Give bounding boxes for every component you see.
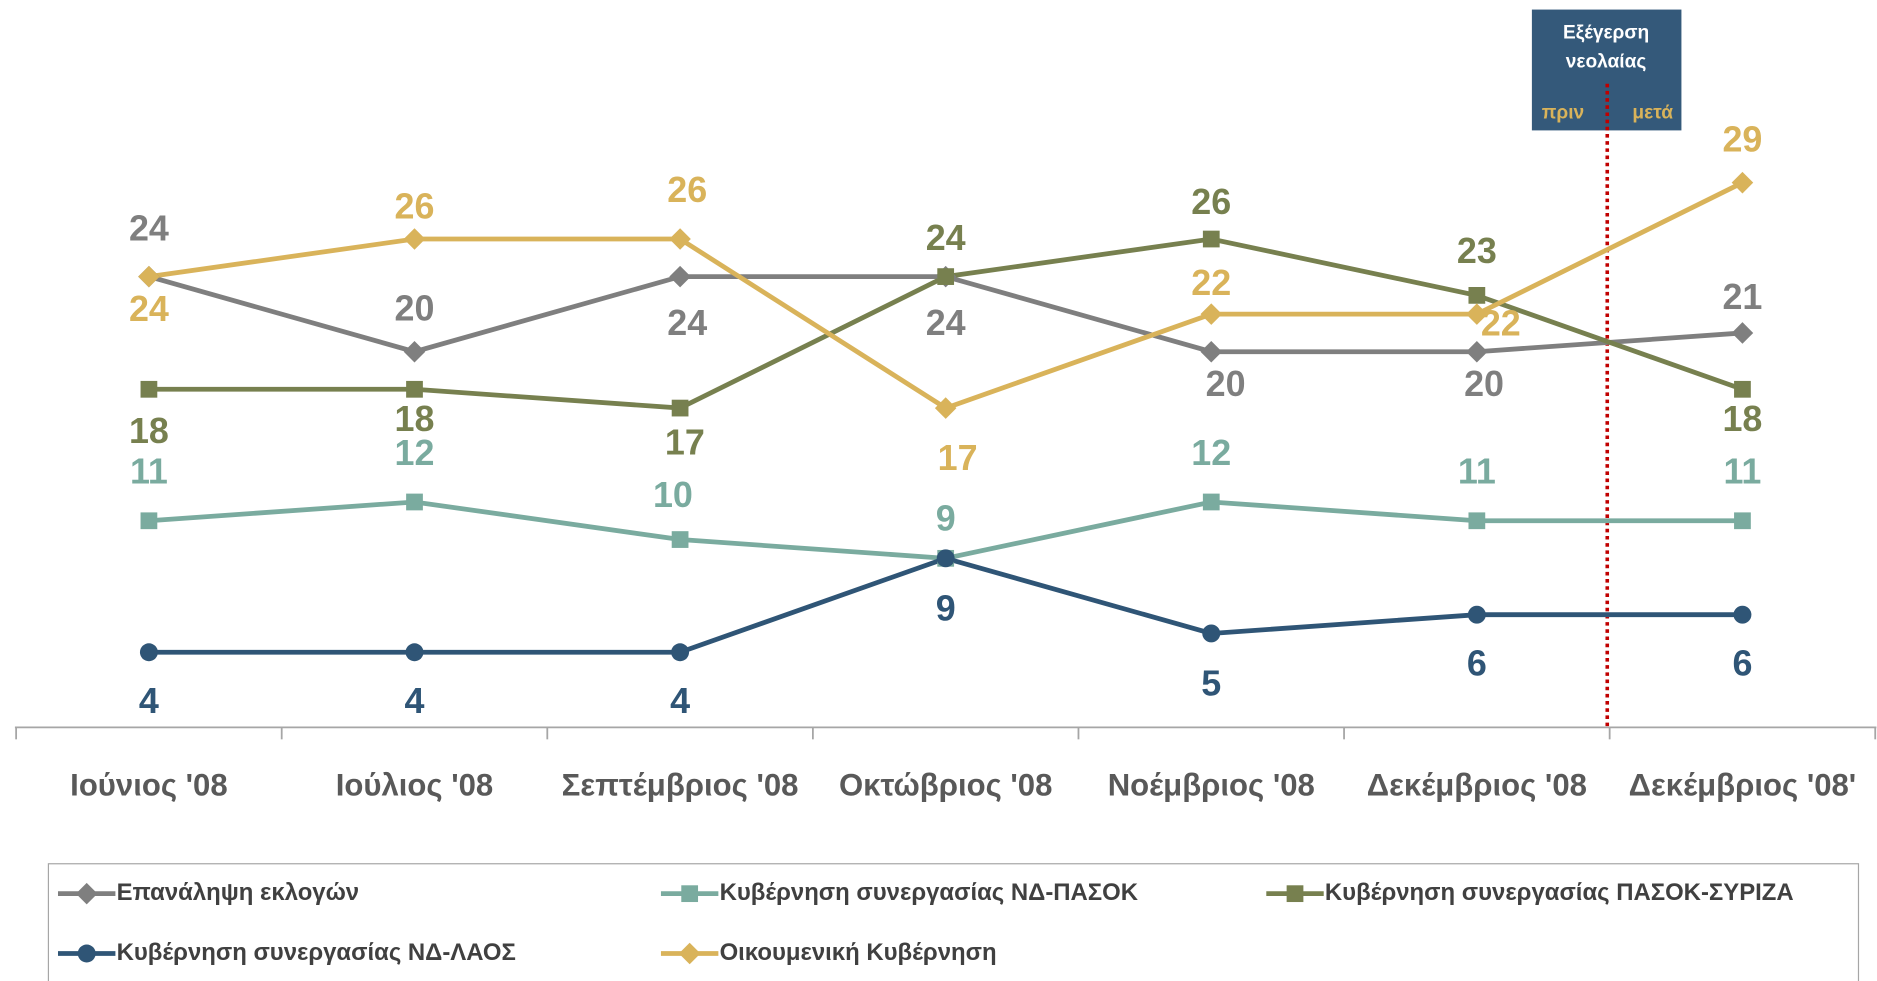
legend-marker [1286, 885, 1304, 903]
data-point [1468, 287, 1486, 304]
annotation-text: νεολαίας [1566, 51, 1647, 72]
x-tick-label: Νοέμβριος '08 [1108, 767, 1315, 802]
x-tick-label: Ιούνιος '08 [70, 767, 227, 802]
data-label: 9 [936, 499, 956, 539]
annotation-before: πριν [1542, 103, 1584, 124]
data-point [1731, 171, 1754, 194]
data-label: 18 [395, 399, 435, 439]
data-label: 20 [1206, 364, 1246, 404]
data-point [671, 531, 689, 548]
x-tick-label: Ιούλιος '08 [336, 767, 493, 802]
data-label: 9 [936, 588, 956, 628]
data-point [1200, 340, 1223, 363]
data-point [406, 493, 423, 511]
data-point [140, 512, 158, 530]
data-point [140, 380, 158, 398]
data-point [934, 397, 957, 419]
data-label: 10 [653, 475, 693, 515]
data-label: 17 [665, 423, 705, 463]
annotation-after: μετά [1632, 103, 1673, 124]
data-point [138, 265, 160, 288]
data-label: 18 [129, 411, 169, 451]
data-label: 11 [1458, 452, 1496, 492]
data-point [1467, 605, 1486, 624]
data-point [1733, 605, 1752, 624]
data-label: 23 [1457, 231, 1497, 271]
data-label: 24 [129, 289, 169, 329]
data-point [936, 549, 955, 568]
data-point [1466, 340, 1488, 363]
data-label: 24 [926, 303, 966, 343]
data-label: 12 [395, 433, 435, 473]
data-label: 6 [1732, 644, 1752, 684]
data-point [1202, 230, 1220, 248]
data-point [139, 643, 158, 662]
data-point [405, 643, 424, 662]
data-point [937, 268, 955, 285]
data-point [1202, 624, 1221, 643]
legend-label: Κυβέρνηση συνεργασίας ΝΔ-ΠΑΣΟΚ [720, 879, 1139, 906]
data-point [669, 265, 691, 288]
data-label: 4 [670, 681, 690, 721]
data-label: 5 [1201, 664, 1221, 704]
data-label: 20 [1464, 364, 1504, 404]
data-point [406, 380, 423, 398]
data-label: 26 [667, 170, 707, 210]
data-point [1734, 512, 1751, 530]
data-label: 12 [1191, 433, 1231, 473]
data-label: 26 [395, 187, 435, 227]
legend-marker [75, 882, 98, 905]
x-tick-label: Δεκέμβριος '08 [1367, 767, 1587, 802]
data-label: 11 [130, 452, 168, 492]
legend-label: Οικουμενική Κυβέρνηση [720, 939, 997, 966]
data-label: 22 [1191, 263, 1231, 303]
data-label: 24 [667, 303, 707, 343]
data-point [1731, 322, 1754, 344]
data-label: 22 [1481, 304, 1521, 344]
data-point [671, 643, 690, 662]
data-point [671, 399, 689, 417]
data-label: 4 [139, 681, 159, 721]
data-label: 11 [1723, 452, 1761, 492]
data-label: 26 [1191, 182, 1231, 222]
data-label: 20 [395, 289, 435, 329]
data-label: 24 [129, 209, 169, 249]
legend-box [47, 863, 1860, 981]
data-label: 17 [938, 438, 978, 478]
x-tick-label: Δεκέμβριος '08' [1629, 767, 1857, 802]
data-point [1466, 303, 1488, 325]
data-label: 6 [1467, 644, 1487, 684]
data-label: 21 [1722, 277, 1762, 317]
data-point [403, 340, 426, 363]
legend-label: Κυβέρνηση συνεργασίας ΝΔ-ΛΑΟΣ [117, 939, 516, 966]
data-label: 24 [926, 218, 966, 258]
legend-marker [77, 944, 96, 963]
data-label: 4 [405, 681, 425, 721]
x-tick-label: Σεπτέμβριος '08 [562, 767, 799, 802]
data-point [1468, 512, 1486, 530]
annotation-box [1531, 9, 1682, 131]
data-point [403, 228, 426, 250]
legend-marker [678, 942, 701, 965]
legend-label: Επανάληψη εκλογών [117, 879, 359, 906]
data-point [1200, 303, 1223, 325]
legend-marker [681, 885, 699, 903]
annotation-text: Εξέγερση [1563, 23, 1649, 44]
data-point [1202, 493, 1220, 511]
legend-label: Κυβέρνηση συνεργασίας ΠΑΣΟΚ-ΣΥΡΙΖΑ [1325, 879, 1794, 906]
x-tick-label: Οκτώβριος '08 [839, 767, 1052, 802]
data-label: 29 [1722, 119, 1762, 159]
data-point [1734, 380, 1751, 398]
data-label: 18 [1722, 399, 1762, 439]
